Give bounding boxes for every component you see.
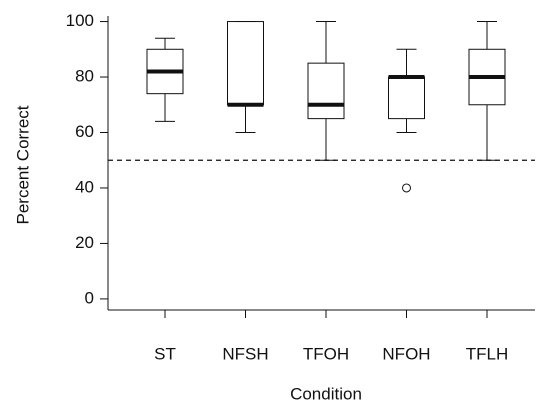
- x-axis-label: Condition: [290, 384, 362, 403]
- x-tick-label: TFOH: [303, 344, 349, 363]
- outlier: [402, 183, 411, 193]
- x-tick-label: NFOH: [382, 344, 430, 363]
- y-tick-label: 40: [75, 177, 94, 196]
- y-tick-label: 0: [85, 288, 94, 307]
- y-tick-label: 100: [66, 11, 94, 30]
- x-tick-label: NFSH: [222, 344, 268, 363]
- y-axis-label: Percent Correct: [13, 105, 32, 224]
- y-tick-label: 20: [75, 233, 94, 252]
- box: [227, 21, 264, 106]
- x-tick-label: TFLH: [466, 344, 509, 363]
- y-tick-label: 80: [75, 67, 94, 86]
- box: [307, 62, 345, 120]
- x-tick-label: ST: [154, 344, 176, 363]
- box: [388, 76, 425, 120]
- y-tick-label: 60: [75, 122, 94, 141]
